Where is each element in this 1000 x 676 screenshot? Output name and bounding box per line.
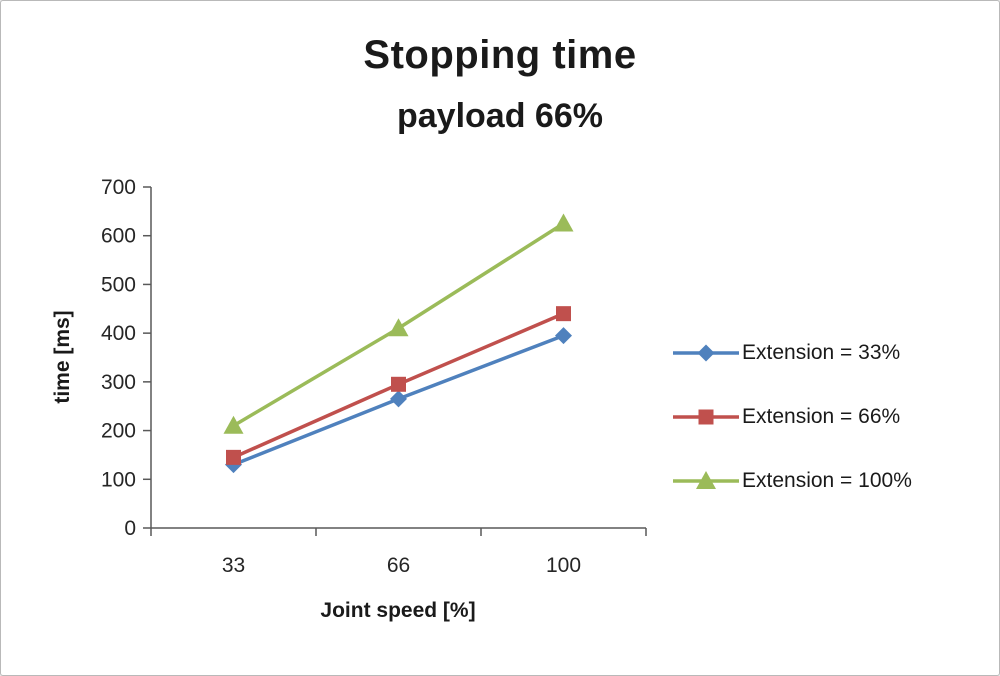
series-marker — [226, 449, 241, 465]
x-tick-label: 33 — [222, 554, 245, 577]
series-marker — [388, 318, 409, 337]
legend-label: Extension = 100% — [742, 469, 912, 492]
y-tick-label: 500 — [101, 273, 136, 296]
legend-label: Extension = 33% — [742, 341, 901, 364]
x-tick-label: 66 — [387, 554, 410, 577]
y-tick-label: 0 — [124, 517, 136, 540]
y-tick-label: 100 — [101, 468, 136, 491]
y-tick-label: 400 — [101, 322, 136, 345]
y-tick-label: 300 — [101, 371, 136, 394]
legend-sample-icon — [673, 471, 739, 489]
legend-sample-icon — [673, 344, 739, 362]
legend-sample-icon — [673, 409, 739, 425]
chart-subtitle: payload 66% — [397, 97, 603, 135]
legend: Extension = 33% Extension = 66% Extensio… — [673, 341, 912, 493]
series-marker — [556, 306, 571, 322]
y-tick-label: 600 — [101, 225, 136, 248]
y-axis-title: time [ms] — [51, 310, 74, 404]
series-marker — [390, 390, 407, 408]
x-tick-label: 100 — [546, 554, 581, 577]
x-axis-title: Joint speed [%] — [320, 599, 476, 622]
y-tick-label: 700 — [101, 176, 136, 199]
series-marker — [391, 376, 406, 392]
legend-marker — [698, 409, 714, 425]
legend-item: Extension = 66% — [673, 405, 912, 429]
series-marker — [555, 327, 572, 345]
legend-marker — [697, 344, 715, 362]
legend-marker — [696, 471, 716, 489]
series-marker — [223, 415, 244, 434]
chart-title: Stopping time — [363, 33, 637, 77]
legend-item: Extension = 100% — [673, 469, 912, 493]
legend-label: Extension = 66% — [742, 405, 901, 428]
series-marker — [553, 213, 574, 232]
legend-item: Extension = 33% — [673, 341, 912, 365]
y-tick-label: 200 — [101, 420, 136, 443]
